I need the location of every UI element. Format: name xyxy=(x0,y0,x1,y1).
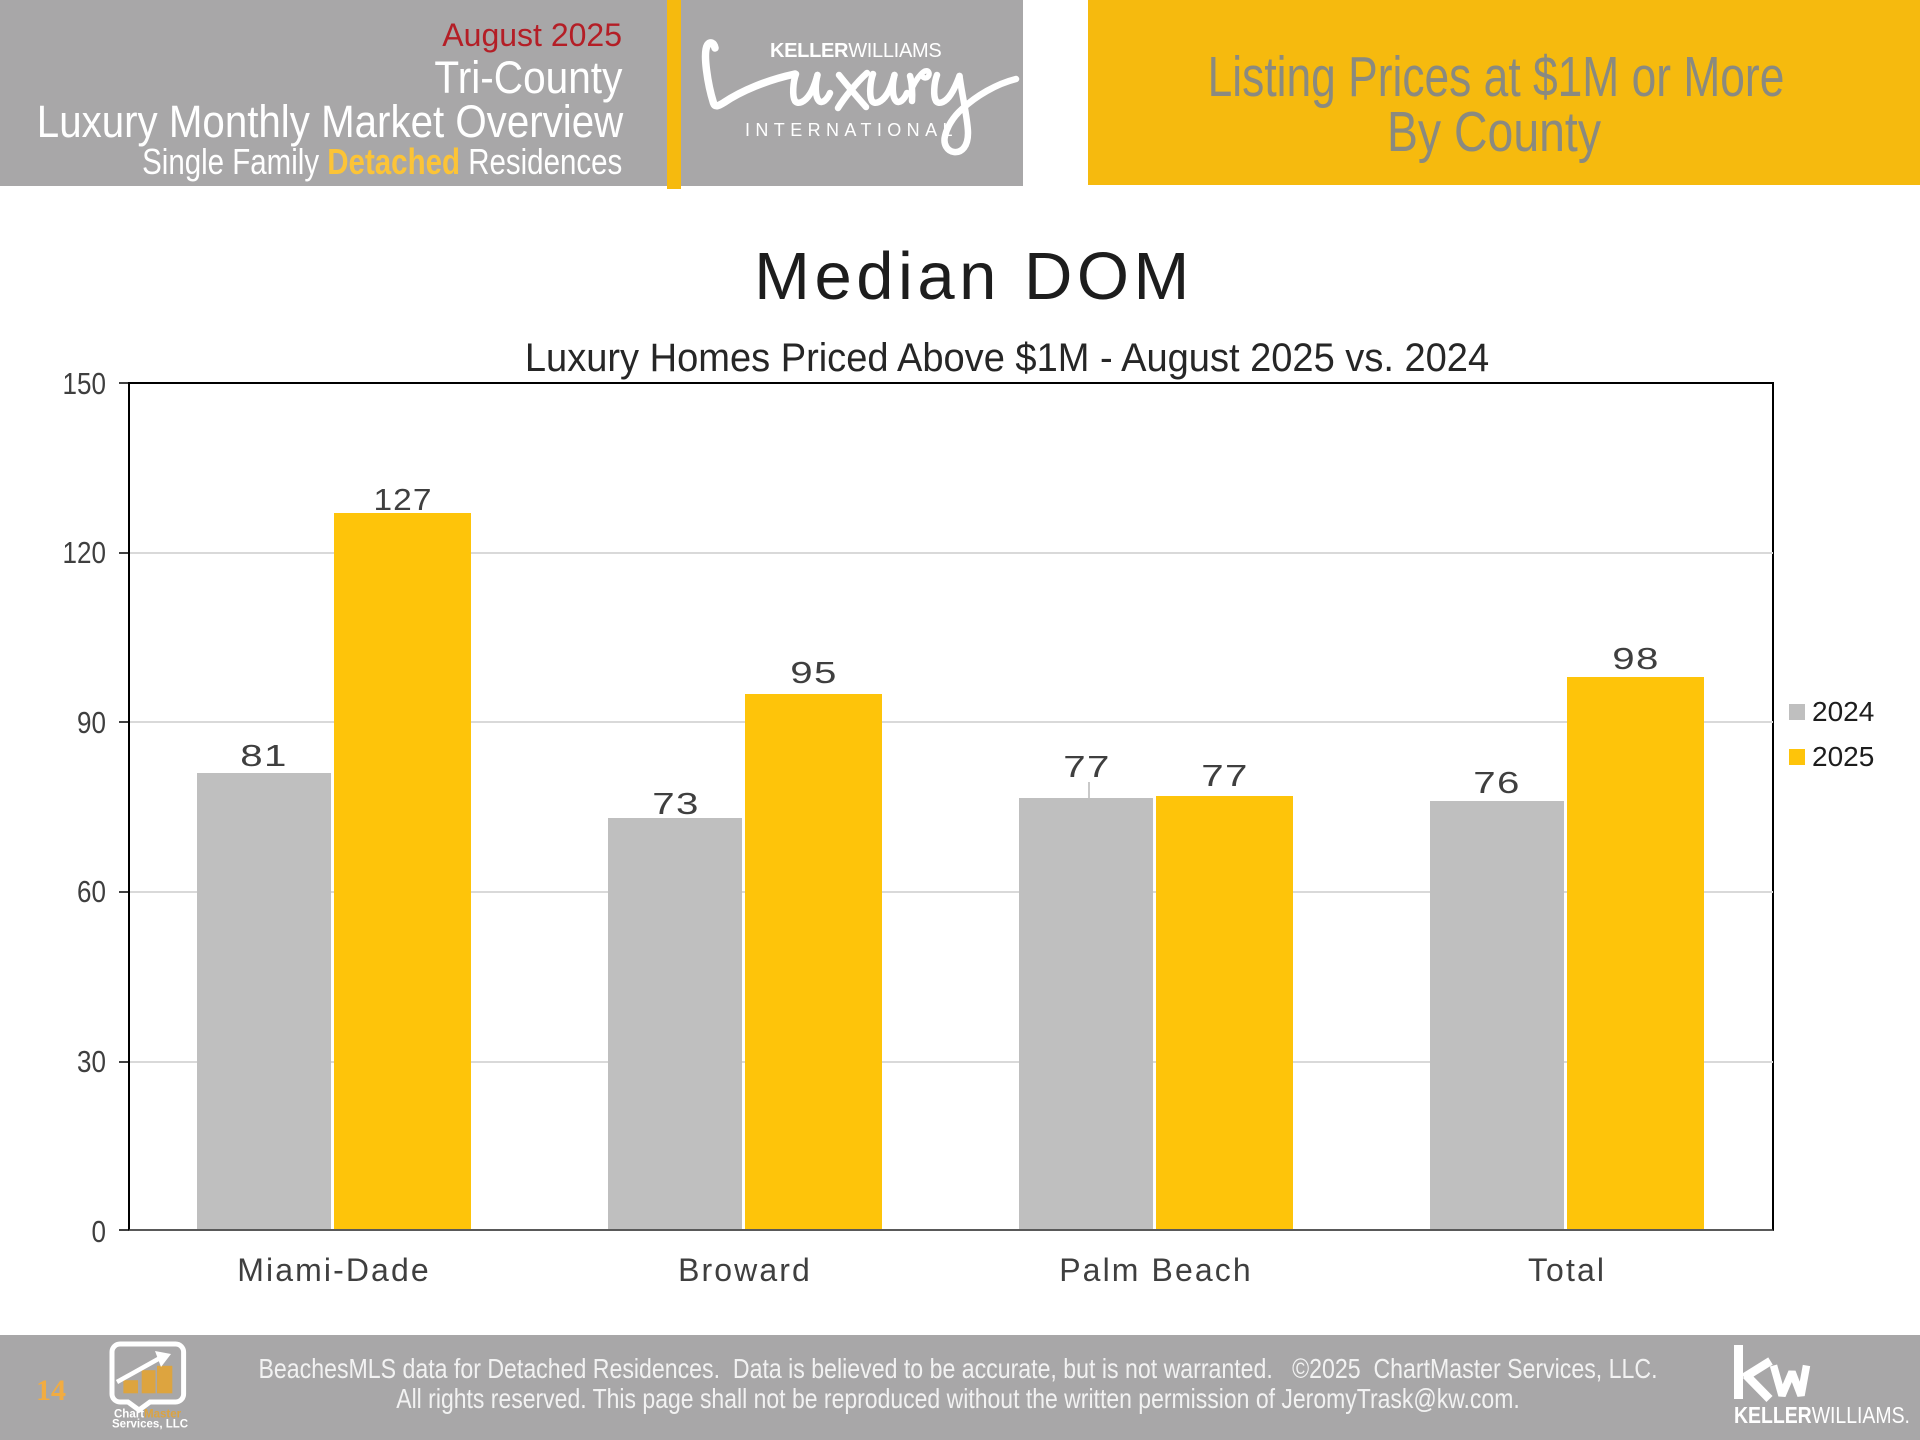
svg-text:ChartMaster: ChartMaster xyxy=(114,1409,182,1421)
svg-text:Services, LLC: Services, LLC xyxy=(112,1419,188,1431)
svg-text:KELLERWILLIAMS.: KELLERWILLIAMS. xyxy=(1734,1402,1910,1428)
